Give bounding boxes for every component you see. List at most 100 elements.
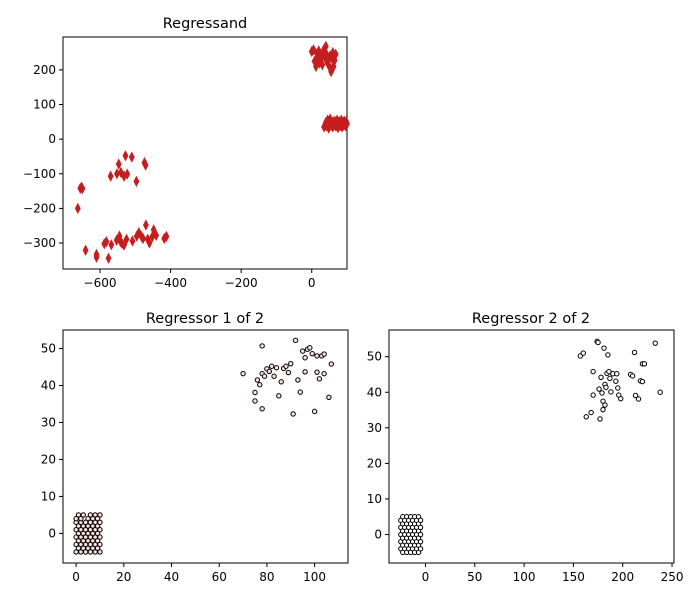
regressor-2-x-tick-label: 250 [661, 570, 684, 584]
regressor-1-point [314, 353, 320, 359]
regressor-1-x-tick-label: 80 [259, 570, 274, 584]
regressor-2-point [635, 396, 642, 402]
regressor-1-y-tick-label: 0 [48, 526, 56, 540]
regressor-1-plot-frame [62, 329, 349, 564]
regressor-2-point [588, 409, 594, 416]
regressor-2-point [631, 349, 638, 356]
regressor-2-y-tick-label: 30 [367, 421, 382, 435]
regressor-2-point [652, 340, 658, 346]
regressor-1-point [80, 512, 86, 518]
regressand-point [133, 175, 140, 188]
regressor-2-point [590, 368, 596, 375]
regressor-1-panel: Regressor 1 of 2 0 20 40 60 80 100 0 10 20 30 40 50 [41, 311, 349, 584]
regressand-x-tick-label: −600 [84, 276, 117, 290]
regressand-point [142, 219, 149, 231]
regressor-2-point [605, 352, 611, 358]
regressor-1-x-tick-label: 100 [303, 570, 326, 584]
regressor-1-x-tick-label: 60 [212, 570, 227, 584]
regressand-x-tick-label: −200 [225, 276, 258, 290]
regressand-point [79, 183, 86, 195]
regressand-point [146, 237, 153, 249]
regressor-1-point [290, 411, 296, 417]
regressor-2-point [608, 389, 614, 395]
regressand-point [123, 233, 130, 245]
regressor-2-x-tick-label: 50 [467, 570, 482, 584]
regressor-1-point [302, 369, 308, 375]
regressor-2-point [632, 392, 639, 399]
regressor-1-point [97, 519, 103, 526]
regressor-1-y-tick-label: 10 [41, 489, 56, 503]
regressor-1-point [276, 393, 282, 399]
regressor-1-point [97, 527, 103, 533]
regressand-y-tick-label: −300 [23, 236, 56, 250]
regressor-2-y-tick-label: 50 [367, 350, 382, 364]
regressor-2-point [595, 339, 601, 346]
regressor-1-point [257, 382, 263, 388]
regressor-1-point [261, 373, 268, 379]
regressor-1-point [254, 377, 261, 383]
regressor-2-y-tick-label: 0 [374, 528, 382, 542]
regressand-point [344, 118, 350, 130]
regressor-2-point [613, 378, 619, 384]
regressor-1-point [78, 515, 84, 522]
regressor-2-point [641, 361, 648, 367]
regressor-1-point [295, 377, 301, 383]
regressor-2-point [583, 414, 589, 420]
regressor-2-point [417, 524, 424, 531]
regressor-2-point [580, 350, 586, 356]
regressor-1-y-tick-label: 20 [41, 452, 56, 466]
regressor-1-point [307, 345, 313, 351]
regressand-y-tick-label: −100 [23, 167, 56, 181]
regressor-1-point [266, 368, 272, 375]
regressor-2-title: Regressor 2 of 2 [472, 311, 590, 327]
regressor-2-panel: Regressor 2 of 2 0 50 100 150 200 250 0 10 20 30 4… [367, 311, 684, 584]
regressor-2-point [597, 416, 603, 422]
regressor-1-point [97, 541, 103, 548]
regressand-y-tick-label: 0 [48, 132, 56, 146]
regressor-2-point [629, 373, 636, 379]
regressand-x-tick-label: 0 [308, 276, 316, 290]
regressand-point [153, 229, 160, 242]
regressand-point [107, 170, 114, 182]
regressor-2-y-tick-label: 40 [367, 385, 382, 399]
regressand-points [74, 40, 350, 264]
regressand-point [115, 158, 122, 170]
regressand-point [163, 230, 170, 243]
regressor-2-point [417, 531, 424, 538]
regressand-plot-frame [62, 36, 348, 270]
regressor-1-point [321, 370, 327, 377]
regressor-2-point [596, 386, 602, 392]
regressand-y-tick-label: 100 [33, 98, 56, 112]
regressor-2-point [590, 392, 596, 398]
regressor-1-point [97, 549, 103, 555]
regressor-2-x-tick-label: 100 [513, 570, 536, 584]
regressor-1-point [252, 398, 258, 404]
regressor-1-point [94, 515, 101, 522]
regressand-point [319, 59, 326, 71]
regressor-1-point [326, 394, 332, 401]
regressor-1-point [273, 365, 280, 371]
regressand-point [128, 151, 135, 163]
regressor-1-point [285, 369, 292, 376]
regressor-1-point [252, 389, 258, 396]
regressor-2-point [618, 395, 624, 402]
regressor-1-point [311, 408, 318, 415]
regressand-y-tick-label: −200 [23, 201, 56, 215]
regressor-1-point [94, 523, 101, 529]
regressor-1-points [73, 337, 335, 555]
regressand-point [135, 226, 142, 239]
regressand-point [108, 239, 115, 251]
regressor-2-x-tick-label: 0 [422, 570, 430, 584]
regressor-2-point [614, 371, 620, 377]
regressand-point [105, 252, 112, 264]
regressor-2-point [607, 375, 613, 382]
regressor-2-y-tick-label: 10 [367, 492, 382, 506]
regressor-2-point [601, 345, 607, 351]
regressor-2-point [417, 546, 424, 552]
regressor-1-point [259, 343, 265, 349]
regressand-point [122, 150, 129, 162]
regressor-2-point [602, 402, 608, 408]
regressor-1-point [299, 348, 306, 354]
regressor-2-x-tick-label: 150 [562, 570, 585, 584]
